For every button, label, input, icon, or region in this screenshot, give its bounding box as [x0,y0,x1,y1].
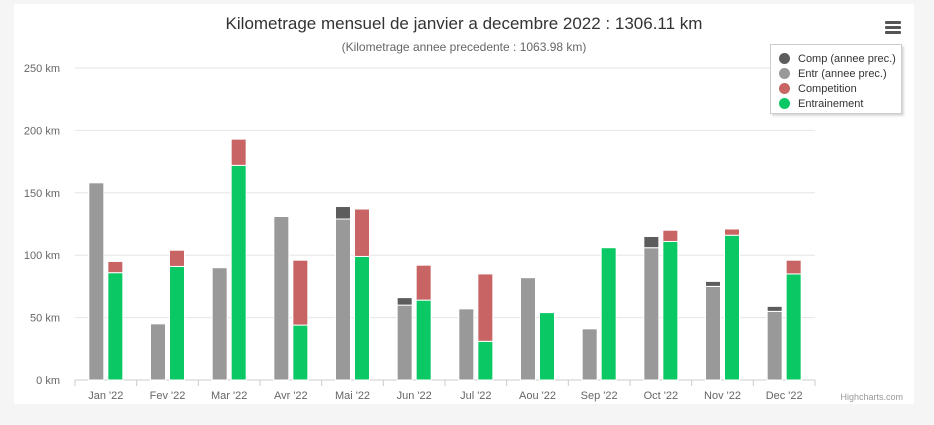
bar-segment[interactable] [477,340,494,381]
legend-marker [779,68,790,79]
bar-segment[interactable] [335,206,351,220]
y-tick-label: 100 km [24,250,60,262]
bar-segment[interactable] [477,273,494,342]
gridlines [75,67,815,381]
menu-icon[interactable] [880,14,906,40]
bar-segment[interactable] [150,323,166,381]
bar-segment[interactable] [230,138,247,166]
bar-segment[interactable] [705,285,721,381]
x-tick-label: Dec '22 [766,390,803,402]
bar-segment[interactable] [766,310,783,381]
chart-subtitle: (Kilometrage annee precedente : 1063.98 … [342,40,587,54]
y-tick-label: 0 km [36,375,60,387]
x-tick-label: Nov '22 [704,390,741,402]
bar-segment[interactable] [662,240,679,381]
bar-segment[interactable] [415,264,432,301]
legend-item[interactable]: Entr (annee prec.) [779,66,893,81]
credits-link[interactable]: Highcharts.com [840,392,903,402]
bar-segment[interactable] [785,259,802,275]
bar-segment[interactable] [581,328,598,381]
y-tick-label: 200 km [24,125,60,137]
legend-label: Competition [798,82,857,95]
x-axis: Jan '22 Fev '22 Mar '22 Avr '22 Mai '22 Jun '… [74,380,816,402]
y-tick-label: 250 km [24,63,60,75]
chart-title: Kilometrage mensuel de janvier a decembr… [226,14,703,33]
bar-segment[interactable] [292,259,309,326]
bar-segment[interactable] [354,255,370,381]
y-tick-label: 150 km [24,188,60,200]
x-tick-label: Fev '22 [150,390,186,402]
bar-segment[interactable] [396,297,413,306]
bar-segment[interactable] [458,308,475,381]
legend-label: Comp (annee prec.) [798,52,896,65]
y-tick-label: 50 km [30,313,60,325]
legend-item[interactable]: Comp (annee prec.) [779,51,896,66]
y-axis: 0 km 50 km 100 km 150 km 200 km 250 km [24,63,60,387]
legend-item[interactable]: Competition [779,81,893,96]
x-tick-label: Mai '22 [335,390,370,402]
bar-segment[interactable] [643,235,660,249]
bars [88,138,802,381]
x-tick-label: Jul '22 [460,390,491,402]
bar-segment[interactable] [211,267,228,381]
bar-segment[interactable] [724,234,740,381]
bar-segment[interactable] [169,249,185,267]
bar-segment[interactable] [107,272,124,381]
x-tick-label: Jan '22 [88,390,123,402]
legend-label: Entrainement [798,97,864,110]
bar-segment[interactable] [785,273,802,381]
legend-marker [779,53,790,64]
bar-segment[interactable] [354,208,370,257]
legend-marker [779,98,790,109]
bar-segment[interactable] [415,299,432,381]
bar-segment[interactable] [292,324,309,381]
bar-segment[interactable] [169,265,185,381]
x-tick-label: Oct '22 [644,390,679,402]
x-tick-label: Avr '22 [274,390,308,402]
bar-segment[interactable] [273,216,290,381]
bar-segment[interactable] [520,277,536,381]
bar-segment[interactable] [724,228,740,236]
x-tick-label: Jun '22 [397,390,432,402]
x-tick-label: Sep '22 [581,390,618,402]
bar-segment[interactable] [643,247,660,381]
bar-segment[interactable] [662,229,679,242]
bar-segment[interactable] [335,218,351,381]
legend-item[interactable]: Entrainement [779,96,893,111]
bar-segment[interactable] [766,305,783,312]
bar-segment[interactable] [705,280,721,287]
x-tick-label: Mar '22 [211,390,247,402]
bar-segment[interactable] [107,260,124,274]
bar-segment[interactable] [88,182,105,381]
bar-segment[interactable] [539,312,555,381]
bar-segment[interactable] [396,304,413,381]
legend: Comp (annee prec.) Entr (annee prec.) Comp… [770,44,902,114]
x-tick-label: Aou '22 [519,390,556,402]
bar-segment[interactable] [230,164,247,381]
legend-label: Entr (annee prec.) [798,67,887,80]
legend-marker [779,83,790,94]
bar-segment[interactable] [600,247,617,381]
